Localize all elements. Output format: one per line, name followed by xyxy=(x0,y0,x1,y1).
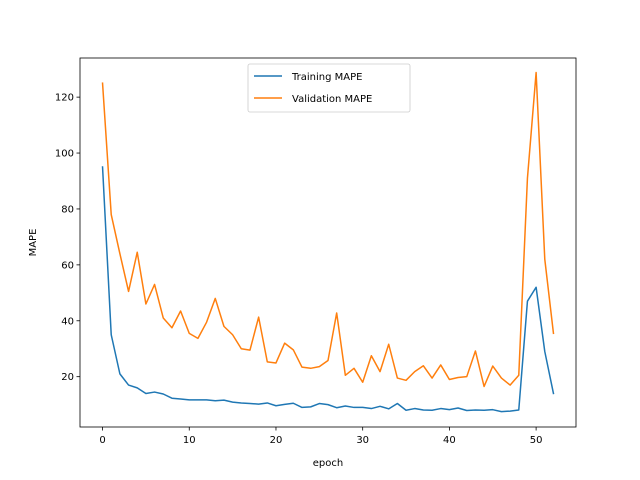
y-tick-label: 100 xyxy=(55,149,74,160)
y-tick-label: 80 xyxy=(61,204,74,215)
x-tick-label: 40 xyxy=(443,435,456,446)
x-tick-label: 50 xyxy=(530,435,543,446)
x-tick-label: 30 xyxy=(356,435,369,446)
x-tick-label: 0 xyxy=(99,435,105,446)
legend-label-2: Validation MAPE xyxy=(292,94,372,105)
y-axis-label: MAPE xyxy=(28,229,39,257)
legend-label-1: Training MAPE xyxy=(291,72,362,83)
x-tick-label: 20 xyxy=(270,435,283,446)
series-layer xyxy=(101,71,555,413)
axes-frame xyxy=(79,57,577,428)
y-tick-label: 20 xyxy=(61,372,74,383)
y-tick-label: 60 xyxy=(61,260,74,271)
legend: Training MAPE Validation MAPE xyxy=(247,63,411,113)
x-tick-label: 10 xyxy=(183,435,196,446)
series-line-1 xyxy=(101,166,555,413)
legend-box xyxy=(247,63,411,113)
y-tick-label: 120 xyxy=(55,93,74,104)
y-tick-label: 40 xyxy=(61,316,74,327)
axes-layer: 0 10 20 30 40 50 20 40 60 80 100 120 xyxy=(55,57,577,446)
x-axis-label: epoch xyxy=(313,458,343,469)
series-line-2 xyxy=(101,71,555,388)
